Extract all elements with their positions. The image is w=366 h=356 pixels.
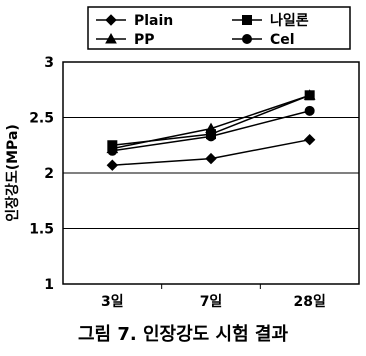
y-tick-label: 3 bbox=[44, 55, 54, 71]
circle-marker bbox=[107, 145, 118, 156]
legend-label: PP bbox=[134, 32, 155, 48]
legend-square-marker bbox=[242, 15, 252, 25]
legend-item: Plain bbox=[96, 13, 173, 29]
legend-item: 나일론 bbox=[232, 13, 309, 29]
y-tick-labels: 1 1.5 2 2.5 3 bbox=[29, 55, 54, 293]
triangle-marker bbox=[303, 89, 316, 100]
circle-marker bbox=[206, 131, 216, 142]
y-tick-label: 1.5 bbox=[29, 222, 54, 238]
x-tick-label: 3일 bbox=[101, 294, 124, 310]
figure-caption: 그림 7. 인장강도 시험 결과 bbox=[77, 324, 289, 345]
y-tick-label: 2.5 bbox=[29, 111, 54, 127]
diamond-marker bbox=[303, 133, 316, 146]
x-tick-label: 28일 bbox=[293, 294, 325, 310]
series-diamond bbox=[106, 133, 316, 171]
y-axis-label: 인장강도(MPa) bbox=[4, 124, 21, 222]
x-tick-label: 7일 bbox=[200, 294, 223, 310]
legend-diamond-marker bbox=[105, 14, 117, 26]
legend: Plain 나일론 PP Cel bbox=[96, 13, 309, 48]
legend-triangle-marker bbox=[105, 32, 117, 44]
legend-item: PP bbox=[96, 32, 155, 48]
legend-box bbox=[87, 6, 351, 50]
gridlines bbox=[63, 117, 359, 229]
legend-label: 나일론 bbox=[270, 13, 309, 29]
y-tick-label: 2 bbox=[44, 166, 54, 182]
legend-label: Cel bbox=[270, 32, 295, 48]
diamond-marker bbox=[106, 159, 119, 171]
diamond-marker bbox=[205, 152, 217, 165]
y-tick-label: 1 bbox=[44, 277, 54, 293]
series-circle bbox=[107, 105, 315, 156]
legend-circle-marker bbox=[242, 34, 252, 44]
legend-item: Cel bbox=[232, 32, 295, 48]
legend-label: Plain bbox=[134, 13, 173, 29]
circle-marker bbox=[304, 105, 315, 116]
x-tick-labels: 3일 7일 28일 bbox=[101, 284, 326, 310]
series-group bbox=[106, 89, 316, 171]
